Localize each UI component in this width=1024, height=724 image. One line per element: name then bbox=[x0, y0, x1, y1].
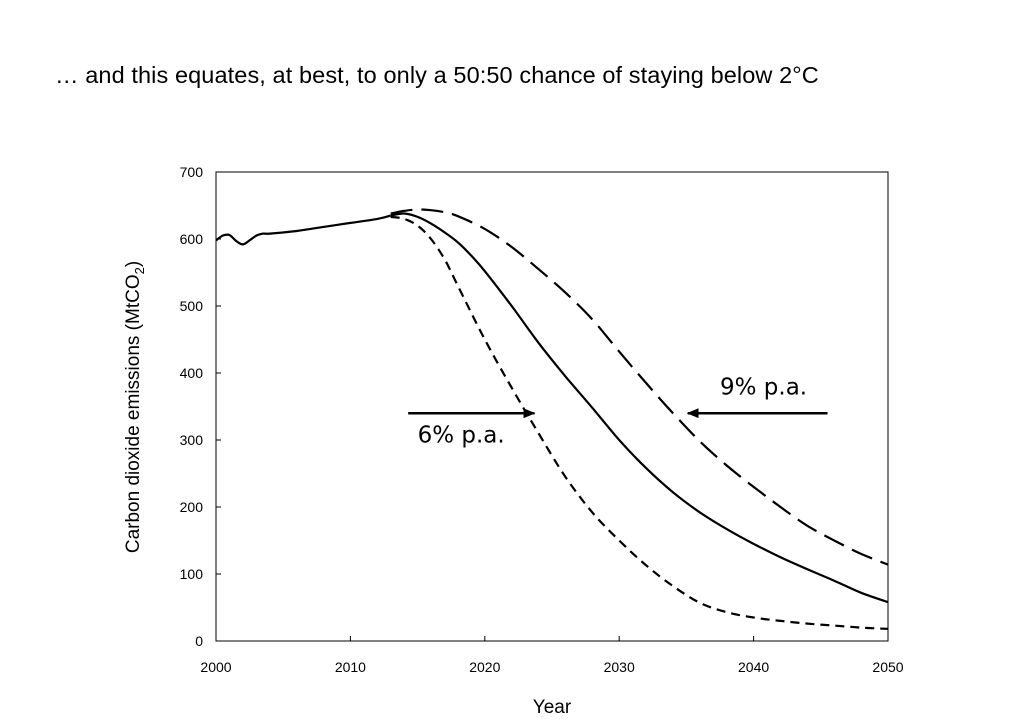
y-tick-label: 700 bbox=[180, 164, 204, 180]
series-line-short-dash bbox=[390, 215, 889, 630]
x-tick-label: 2030 bbox=[604, 659, 635, 675]
annotation-label: 6% p.a. bbox=[418, 423, 505, 449]
plot-frame bbox=[215, 171, 889, 642]
annotation-label: 9% p.a. bbox=[720, 374, 807, 400]
y-tick-label: 600 bbox=[180, 231, 204, 247]
y-tick-label: 300 bbox=[180, 432, 204, 448]
x-tick-label: 2040 bbox=[738, 659, 769, 675]
y-axis-title-tail: ) bbox=[123, 261, 144, 267]
data-lines bbox=[215, 208, 889, 630]
y-tick-label: 0 bbox=[195, 633, 203, 649]
y-tick-label: 500 bbox=[180, 298, 204, 314]
y-axis-title-main: Carbon dioxide emissions (MtCO bbox=[123, 274, 144, 553]
y-axis-ticks: 0 100 200 300 400 500 600 700 bbox=[180, 164, 221, 649]
series-line-solid bbox=[390, 212, 889, 604]
historical-emissions-line bbox=[215, 214, 391, 246]
x-axis-ticks: 2000 2010 2020 2030 2040 2050 bbox=[200, 636, 904, 675]
y-axis-title: Carbon dioxide emissions (MtCO2) bbox=[123, 261, 147, 553]
x-axis-title: Year bbox=[533, 697, 572, 718]
x-tick-label: 2010 bbox=[335, 659, 366, 675]
x-tick-label: 2020 bbox=[469, 659, 500, 675]
series-line-long-dash bbox=[390, 208, 889, 566]
y-tick-label: 200 bbox=[180, 499, 204, 515]
annotations: 6% p.a. 9% p.a. bbox=[408, 374, 828, 449]
x-tick-label: 2000 bbox=[200, 659, 231, 675]
slide-title: … and this equates, at best, to only a 5… bbox=[55, 62, 819, 88]
y-tick-label: 100 bbox=[180, 566, 204, 582]
x-tick-label: 2050 bbox=[872, 659, 903, 675]
y-axis-title-subscript: 2 bbox=[132, 267, 147, 274]
y-tick-label: 400 bbox=[180, 365, 204, 381]
